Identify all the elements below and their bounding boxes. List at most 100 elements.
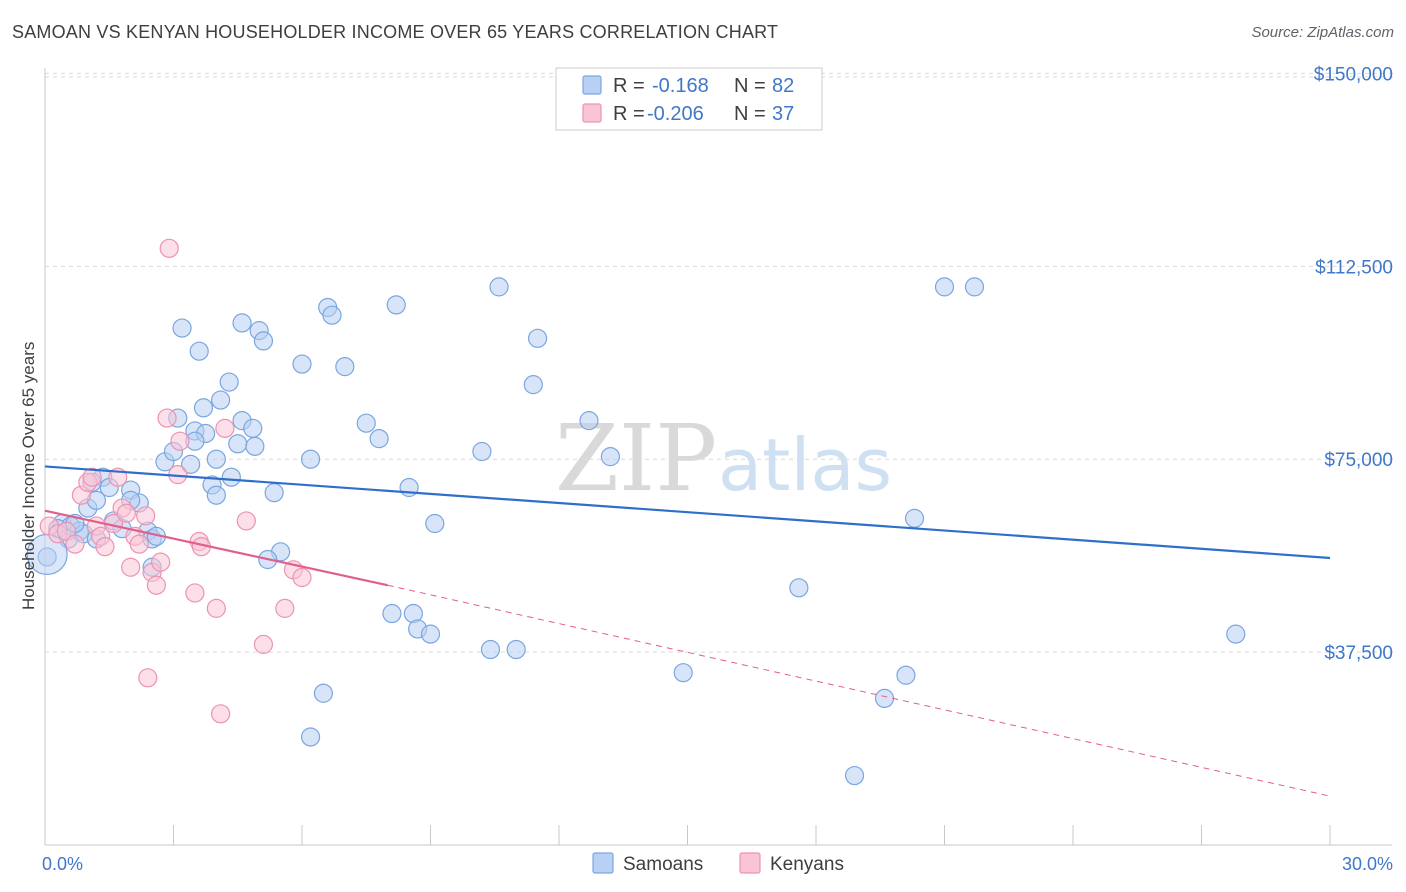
legend-r-label-kenyans: R = <box>613 103 645 125</box>
samoans-point-66 <box>896 665 916 685</box>
samoans-point-48 <box>386 295 406 315</box>
y-tick-labels: $37,500 $75,000 $112,500 $150,000 <box>1314 64 1393 664</box>
samoans-point-30 <box>219 372 239 392</box>
y-tick-label-0: $37,500 <box>1324 643 1393 664</box>
samoans-point-72 <box>313 683 334 703</box>
watermark: ZIP atlas <box>555 405 892 512</box>
legend-n-label-kenyans: N = <box>734 103 766 125</box>
kenyans-point-16 <box>129 534 149 554</box>
samoans-point-42 <box>300 449 321 469</box>
legend-swatch-kenyans <box>582 103 602 123</box>
kenyans-point-17 <box>136 506 156 526</box>
samoans-point-68 <box>934 277 955 297</box>
kenyans-point-33 <box>253 634 274 654</box>
legend-n-value-samoans: 82 <box>772 75 794 97</box>
kenyans-point-36 <box>292 567 312 588</box>
kenyans-trend-extension <box>387 584 1331 797</box>
samoans-point-64 <box>844 765 865 786</box>
samoans-point-55 <box>480 639 501 660</box>
samoans-point-20 <box>172 318 192 338</box>
samoans-point-65 <box>874 688 895 709</box>
x-tick-labels: 0.0% 30.0% <box>42 854 1393 874</box>
watermark-atlas: atlas <box>718 423 892 507</box>
samoans-point-36 <box>245 436 265 456</box>
samoans-point-27 <box>206 485 226 505</box>
samoans-point-54 <box>472 441 492 462</box>
kenyans-point-32 <box>236 511 256 531</box>
samoans-point-22 <box>181 454 201 474</box>
samoans-point-31 <box>221 467 241 487</box>
samoans-point-38 <box>253 331 274 351</box>
samoans-point-62 <box>673 663 693 683</box>
kenyans-point-3 <box>65 534 85 554</box>
y-tick-label-1: $75,000 <box>1324 450 1393 471</box>
kenyans-point-34 <box>275 598 295 618</box>
samoans-point-61 <box>600 447 621 467</box>
kenyans-points <box>39 238 312 724</box>
samoans-point-29 <box>211 390 231 410</box>
source-label: Source: ZipAtlas.com <box>1251 24 1394 41</box>
legend-n-label-samoans: N = <box>734 75 766 97</box>
watermark-zip: ZIP <box>555 405 717 512</box>
y-axis-label: Householder Income Over 65 years <box>19 342 38 610</box>
bottom-legend: Samoans Kenyans <box>592 852 844 875</box>
bottom-legend-swatch-kenyans <box>739 852 761 874</box>
legend-r-value-kenyans: -0.206 <box>647 103 704 125</box>
samoans-point-73 <box>300 727 321 747</box>
kenyans-point-9 <box>95 537 115 557</box>
kenyans-point-23 <box>159 238 179 258</box>
top-legend: R = -0.168 N = 82 R = -0.206 N = 37 <box>555 67 823 131</box>
kenyans-point-21 <box>151 552 171 572</box>
kenyans-point-18 <box>138 668 158 688</box>
samoans-point-63 <box>789 578 809 598</box>
bottom-legend-samoans: Samoans <box>623 854 703 875</box>
samoans-point-60 <box>579 411 599 431</box>
samoans-point-45 <box>335 357 355 377</box>
samoans-point-71 <box>382 603 402 624</box>
y-tick-label-3: $150,000 <box>1314 64 1393 85</box>
grid-lines <box>45 72 1395 653</box>
kenyans-point-22 <box>157 408 177 428</box>
samoans-point-67 <box>904 508 925 528</box>
samoans-point-35 <box>243 418 263 438</box>
legend-swatch-samoans <box>582 75 602 95</box>
samoans-point-24 <box>193 398 214 418</box>
samoans-point-32 <box>228 434 248 454</box>
samoans-point-56 <box>489 277 509 297</box>
samoans-point-41 <box>292 354 312 374</box>
kenyans-point-14 <box>121 557 141 577</box>
samoans-point-44 <box>322 305 342 325</box>
samoans-point-47 <box>369 429 389 449</box>
samoans-trend-line <box>44 465 1331 560</box>
samoans-point-57 <box>506 639 526 660</box>
samoans-points <box>26 277 1246 786</box>
kenyans-point-30 <box>211 704 231 724</box>
bottom-legend-kenyans: Kenyans <box>770 854 844 875</box>
legend-r-value-samoans: -0.168 <box>652 75 709 97</box>
kenyans-point-29 <box>206 598 226 618</box>
samoans-point-39 <box>264 483 284 503</box>
samoans-point-46 <box>356 413 376 433</box>
samoans-point-59 <box>523 375 543 395</box>
axes <box>44 68 1392 846</box>
kenyans-point-25 <box>170 431 190 451</box>
kenyans-trend-line <box>44 509 388 587</box>
samoans-point-70 <box>1226 624 1246 644</box>
samoans-point-34 <box>232 313 252 333</box>
trend-lines <box>44 465 1331 797</box>
bottom-legend-swatch-samoans <box>592 852 614 874</box>
legend-r-label-samoans: R = <box>613 75 645 97</box>
y-tick-label-2: $112,500 <box>1315 257 1393 278</box>
samoans-point-69 <box>964 277 985 297</box>
legend-n-value-kenyans: 37 <box>772 103 794 125</box>
chart-title: SAMOAN VS KENYAN HOUSEHOLDER INCOME OVER… <box>12 22 779 42</box>
kenyans-point-6 <box>82 467 102 487</box>
x-tick-label-1: 30.0% <box>1342 854 1393 874</box>
samoans-point-28 <box>206 449 226 469</box>
x-tick-label-0: 0.0% <box>42 854 83 874</box>
samoans-point-23 <box>189 341 209 361</box>
samoans-point-53 <box>425 513 445 534</box>
samoans-point-58 <box>527 328 548 348</box>
samoans-point-52 <box>420 624 441 644</box>
